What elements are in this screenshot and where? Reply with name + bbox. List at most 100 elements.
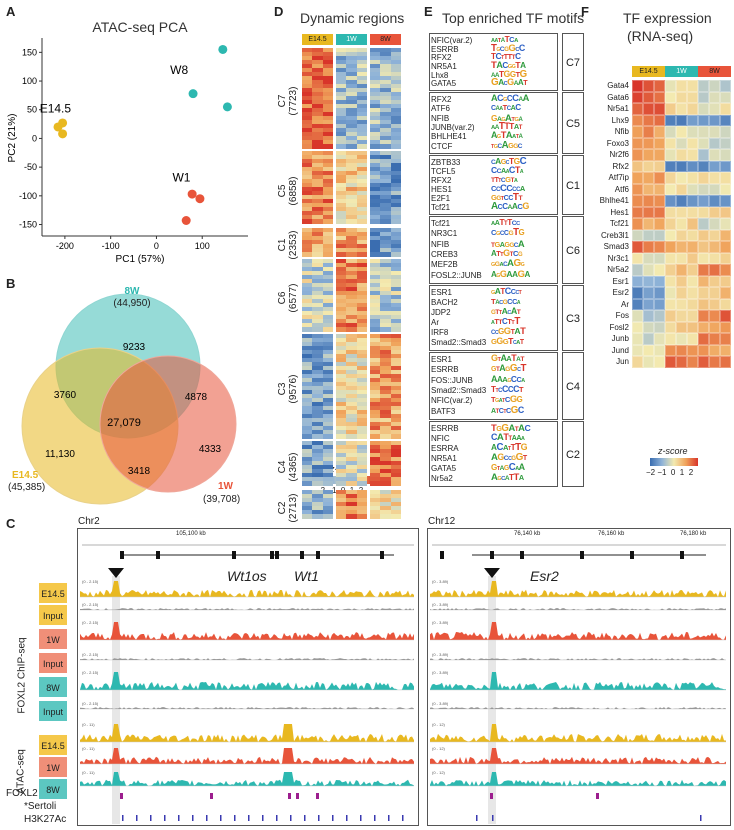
heatmap-cell xyxy=(312,84,324,89)
heatmap-cell xyxy=(346,248,358,253)
tf-name: HES1 xyxy=(431,185,452,194)
expr-cell xyxy=(709,126,720,138)
tf-name: JUNB(var.2) xyxy=(431,123,475,132)
heatmap-cell xyxy=(312,92,324,97)
heatmap-cell xyxy=(302,144,313,149)
heatmap-cell xyxy=(380,240,392,245)
heatmap-cell xyxy=(312,311,324,316)
heatmap-cell xyxy=(336,299,347,304)
heatmap-cell xyxy=(380,453,392,458)
expr-cell xyxy=(676,310,687,322)
pca-y-tick-label: 150 xyxy=(22,47,37,57)
tf-name: Ar xyxy=(431,318,439,327)
heatmap-cell xyxy=(346,259,358,264)
expr-cell xyxy=(709,103,720,115)
expr-cell xyxy=(665,229,676,241)
gene-label-creb3l1: Creb3l1 xyxy=(600,230,629,240)
heatmap-cell xyxy=(380,48,392,53)
expr-cell xyxy=(720,298,731,310)
heatmap-cell xyxy=(356,228,368,233)
heatmap-cell xyxy=(370,315,381,320)
heatmap-cell xyxy=(346,510,358,515)
expr-cell xyxy=(698,149,709,161)
expr-cell xyxy=(643,310,654,322)
heatmap-cell xyxy=(380,382,392,387)
heatmap-cell xyxy=(380,207,392,212)
heatmap-cell xyxy=(356,374,368,379)
heatmap-cell xyxy=(390,219,402,224)
expr-cell xyxy=(687,126,698,138)
expr-cell xyxy=(654,172,665,184)
heatmap-cell xyxy=(312,323,324,328)
heatmap-cell xyxy=(370,327,381,332)
heatmap-cell xyxy=(336,207,347,212)
heatmap-cell xyxy=(356,267,368,272)
exon-block xyxy=(156,551,160,559)
heatmap-cell xyxy=(370,64,381,69)
heatmap-cell xyxy=(370,244,381,249)
expr-cell xyxy=(676,241,687,253)
expr-cell xyxy=(687,252,698,264)
heatmap-cell xyxy=(346,315,358,320)
heatmap-cell xyxy=(370,514,381,519)
expr-cell xyxy=(687,275,698,287)
heatmap-cell xyxy=(356,283,368,288)
heatmap-cell xyxy=(302,259,313,264)
panel-f-legend-title: z-score xyxy=(658,446,688,456)
heatmap-cell xyxy=(390,80,402,85)
heatmap-cell xyxy=(336,228,347,233)
heatmap-cell xyxy=(322,191,334,196)
heatmap-cell xyxy=(312,207,324,212)
expr-cell xyxy=(654,241,665,253)
heatmap-cell xyxy=(302,295,313,300)
heatmap-cell xyxy=(336,386,347,391)
tf-name: NFIC(var.2) xyxy=(431,36,473,45)
heatmap-cell xyxy=(312,449,324,454)
heatmap-cell xyxy=(370,299,381,304)
tf-name: ESRRA xyxy=(431,444,459,453)
heatmap-cell xyxy=(312,108,324,113)
heatmap-cell xyxy=(390,56,402,61)
heatmap-cell xyxy=(380,244,392,249)
heatmap-cell xyxy=(336,394,347,399)
heatmap-cell xyxy=(390,52,402,57)
expr-cell xyxy=(632,172,643,184)
heatmap-cell xyxy=(380,175,392,180)
expr-cell xyxy=(654,91,665,103)
h3k27ac-mark xyxy=(192,815,194,821)
heatmap-cell xyxy=(370,68,381,73)
track-label-8w: 8W xyxy=(38,676,68,698)
gene-label-jun: Jun xyxy=(616,357,629,366)
heatmap-cell xyxy=(390,461,402,466)
pca-x-tick-label: -200 xyxy=(56,241,74,251)
heatmap-cell xyxy=(346,124,358,129)
expr-cell xyxy=(709,356,720,368)
heatmap-cell xyxy=(380,163,392,168)
heatmap-cell xyxy=(380,514,392,519)
expr-cell xyxy=(632,114,643,126)
heatmap-cell xyxy=(390,283,402,288)
track-scale: (0 - 11) xyxy=(82,722,95,727)
expr-cell xyxy=(665,126,676,138)
heatmap-cell xyxy=(302,498,313,503)
heatmap-cell xyxy=(390,187,402,192)
heatmap-cell xyxy=(346,445,358,450)
heatmap-cell xyxy=(370,461,381,466)
heatmap-cell xyxy=(380,263,392,268)
heatmap-cell xyxy=(312,179,324,184)
expr-cell xyxy=(698,229,709,241)
heatmap-cell xyxy=(302,56,313,61)
heatmap-cell xyxy=(336,171,347,176)
heatmap-cell xyxy=(356,68,368,73)
expr-cell xyxy=(698,310,709,322)
expr-cell xyxy=(632,287,643,299)
expr-cell xyxy=(687,103,698,115)
heatmap-cell xyxy=(356,72,368,77)
heatmap-cell xyxy=(370,76,381,81)
heatmap-cell xyxy=(370,263,381,268)
track-label-input: Input xyxy=(38,700,68,722)
heatmap-cell xyxy=(390,430,402,435)
expr-cell xyxy=(709,80,720,92)
h3k27ac-mark xyxy=(262,815,264,821)
